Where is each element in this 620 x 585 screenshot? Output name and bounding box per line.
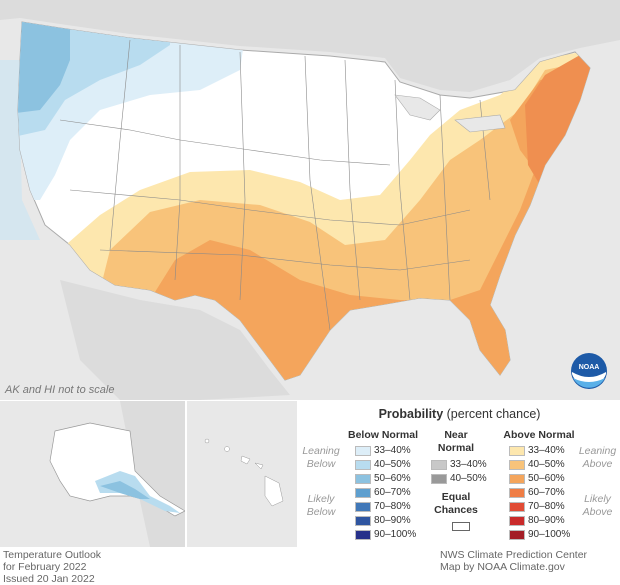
below-normal-header: Below Normal (347, 429, 418, 441)
leaning-below-line2: Below (306, 458, 336, 470)
below-normal-label: 60–70% (374, 487, 411, 498)
near-normal-header-line1: Near (444, 429, 468, 441)
likely-above-label: Likely Above (575, 493, 620, 519)
noaa-logo: NOAA (571, 353, 607, 389)
above-normal-swatch (509, 515, 525, 526)
above-normal-row: 70–80% (509, 501, 565, 512)
below-normal-label: 70–80% (374, 501, 411, 512)
above-normal-swatch (509, 459, 525, 470)
above-normal-swatch (509, 529, 525, 540)
above-normal-label: 40–50% (528, 459, 565, 470)
above-normal-swatch (509, 487, 525, 498)
above-normal-swatch (509, 501, 525, 512)
likely-above-line2: Above (582, 506, 613, 518)
leaning-above-label: Leaning Above (575, 445, 620, 471)
above-normal-row: 50–60% (509, 473, 565, 484)
near-normal-header: Near Normal (431, 429, 481, 455)
mexico-landmass (60, 280, 290, 400)
conus-map: NOAA AK and HI not to scale (0, 0, 620, 400)
equal-chances-label: Equal Chances (431, 491, 481, 517)
below-normal-swatch (355, 473, 371, 484)
footer-issued: Issued 20 Jan 2022 (3, 573, 95, 585)
near-normal-header-line2: Normal (437, 442, 475, 454)
above-northeast-core (525, 55, 590, 185)
legend: Probability (percent chance) Below Norma… (299, 401, 620, 547)
likely-below-line2: Below (306, 506, 336, 518)
below-normal-row: 33–40% (355, 445, 411, 456)
equal-chances-line2: Chances (434, 504, 478, 516)
below-normal-row: 90–100% (355, 529, 416, 540)
legend-title-rest: (percent chance) (443, 407, 541, 421)
likely-below-label: Likely Below (301, 493, 341, 519)
below-normal-swatch (355, 487, 371, 498)
equal-chances-swatch (452, 522, 470, 531)
likely-above-line1: Likely (584, 493, 611, 505)
state-borders (59, 39, 491, 331)
below-normal-swatch (355, 445, 371, 456)
above-normal-row: 60–70% (509, 487, 565, 498)
legend-title-bold: Probability (378, 407, 444, 421)
leaning-above-line1: Leaning (578, 445, 617, 457)
near-normal-label: 33–40% (450, 459, 487, 470)
below-normal-swatch (355, 501, 371, 512)
above-normal-label: 80–90% (528, 515, 565, 526)
above-normal-row: 40–50% (509, 459, 565, 470)
near-normal-swatch (431, 473, 447, 484)
lake-erie (454, 114, 506, 133)
alaska-inset (0, 401, 186, 547)
below-normal-label: 40–50% (374, 459, 411, 470)
below-normal-label: 33–40% (374, 445, 411, 456)
above-normal-label: 60–70% (528, 487, 565, 498)
footer-title: Temperature Outlook (3, 549, 102, 561)
footer-credit-map: Map by NOAA Climate.gov (440, 561, 565, 573)
footer-credit-cpc: NWS Climate Prediction Center (440, 549, 588, 561)
near-normal-swatch (431, 459, 447, 470)
leaning-above-line2: Above (582, 458, 613, 470)
above-normal-label: 50–60% (528, 473, 565, 484)
above-normal-header: Above Normal (503, 429, 575, 441)
below-normal-label: 80–90% (374, 515, 411, 526)
above-normal-swatch (509, 445, 525, 456)
near-normal-row: 40–50% (431, 473, 487, 484)
below-normal-row: 50–60% (355, 473, 411, 484)
near-normal-label: 40–50% (450, 473, 487, 484)
above-normal-label: 70–80% (528, 501, 565, 512)
leaning-below-label: Leaning Below (301, 445, 341, 471)
below-normal-swatch (355, 515, 371, 526)
above-normal-row: 33–40% (509, 445, 565, 456)
near-normal-row: 33–40% (431, 459, 487, 470)
footer-period: for February 2022 (3, 561, 87, 573)
alaska-map (49, 401, 186, 547)
footer-left: Temperature Outlook for February 2022 Is… (3, 549, 101, 585)
conus-probability-map (0, 0, 620, 400)
below-normal-row: 80–90% (355, 515, 411, 526)
great-lakes (394, 94, 441, 121)
below-normal-row: 70–80% (355, 501, 411, 512)
below-50-60-region (18, 22, 70, 115)
legend-title: Probability (percent chance) (299, 407, 620, 421)
above-normal-label: 90–100% (528, 529, 571, 540)
above-normal-row: 90–100% (509, 529, 570, 540)
below-normal-label: 90–100% (374, 529, 417, 540)
leaning-below-line1: Leaning (302, 445, 340, 457)
hawaii-inset (187, 401, 297, 547)
hawaii-map (204, 438, 284, 507)
footer-right: NWS Climate Prediction Center Map by NOA… (440, 549, 618, 573)
below-normal-swatch (355, 529, 371, 540)
equal-chances-line1: Equal (441, 491, 471, 503)
noaa-logo-text: NOAA (579, 364, 600, 371)
canada-landmass (0, 0, 620, 92)
below-normal-swatch (355, 459, 371, 470)
above-normal-row: 80–90% (509, 515, 565, 526)
above-normal-label: 33–40% (528, 445, 565, 456)
below-normal-row: 40–50% (355, 459, 411, 470)
scale-note: AK and HI not to scale (5, 384, 115, 396)
likely-below-line1: Likely (307, 493, 335, 505)
above-normal-swatch (509, 473, 525, 484)
below-normal-label: 50–60% (374, 473, 411, 484)
below-normal-row: 60–70% (355, 487, 411, 498)
